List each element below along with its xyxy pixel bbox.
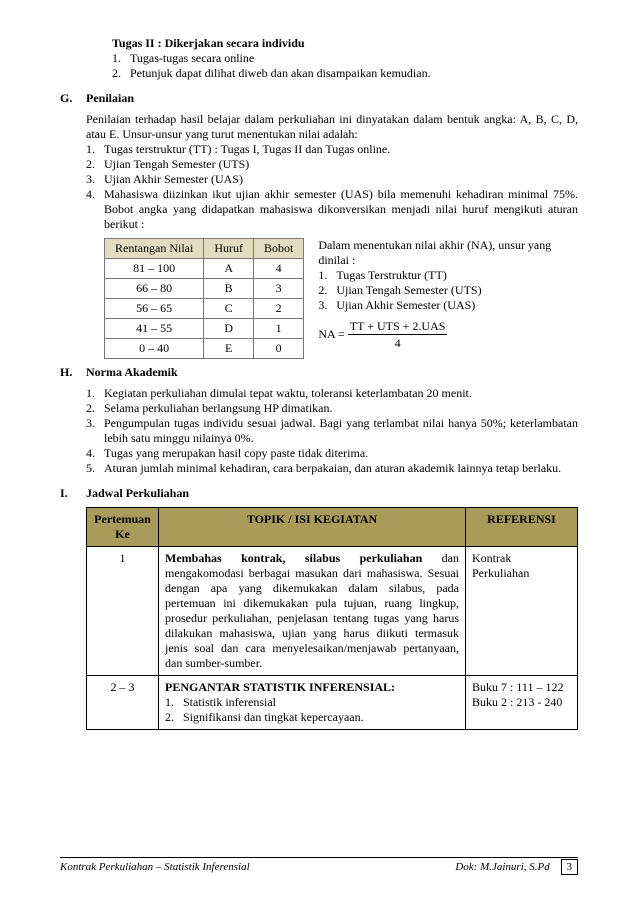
fraction-numerator: TT + UTS + 2.UAS: [348, 319, 448, 335]
section-letter: H.: [60, 365, 86, 380]
section-G-body: Penilaian terhadap hasil belajar dalam p…: [86, 112, 578, 359]
list-item: 1.Tugas Terstruktur (TT): [318, 268, 578, 283]
table-row: Pertemuan Ke TOPIK / ISI KEGIATAN REFERE…: [87, 508, 578, 547]
col-header: TOPIK / ISI KEGIATAN: [159, 508, 466, 547]
list-item: 2.Petunjuk dapat dilihat diweb dan akan …: [112, 66, 578, 81]
section-I: I. Jadwal Perkuliahan: [60, 486, 578, 501]
fraction: TT + UTS + 2.UAS 4: [348, 319, 448, 351]
cell-topic: PENGANTAR STATISTIK INFERENSIAL: 1.Stati…: [159, 676, 466, 730]
col-header: REFERENSI: [466, 508, 578, 547]
section-H-body: 1.Kegiatan perkuliahan dimulai tepat wak…: [86, 386, 578, 476]
list-item: 3.Ujian Akhir Semester (UAS): [318, 298, 578, 313]
table-row: 56 – 65C2: [105, 299, 304, 319]
list-item: 1.Tugas terstruktur (TT) : Tugas I, Tuga…: [86, 142, 578, 157]
table-row: 81 – 100A4: [105, 259, 304, 279]
table-row: 0 – 40E0: [105, 339, 304, 359]
grade-table: Rentangan Nilai Huruf Bobot 81 – 100A4 6…: [104, 238, 304, 359]
list-item: 1.Kegiatan perkuliahan dimulai tepat wak…: [86, 386, 578, 401]
cell-ref: Kontrak Perkuliahan: [466, 547, 578, 676]
list-item: 4.Tugas yang merupakan hasil copy paste …: [86, 446, 578, 461]
table-row: 2 – 3 PENGANTAR STATISTIK INFERENSIAL: 1…: [87, 676, 578, 730]
page-number: 3: [561, 859, 579, 875]
list-item: 3.Pengumpulan tugas individu sesuai jadw…: [86, 416, 578, 446]
section-letter: G.: [60, 91, 86, 106]
section-H: H. Norma Akademik: [60, 365, 578, 380]
col-header: Bobot: [253, 239, 303, 259]
list-item: 2.Selama perkuliahan berlangsung HP dima…: [86, 401, 578, 416]
schedule-table: Pertemuan Ke TOPIK / ISI KEGIATAN REFERE…: [86, 507, 578, 730]
section-title: Penilaian: [86, 91, 134, 106]
section-I-body: Pertemuan Ke TOPIK / ISI KEGIATAN REFERE…: [86, 507, 578, 730]
fraction-denominator: 4: [348, 335, 448, 351]
grade-and-formula: Rentangan Nilai Huruf Bobot 81 – 100A4 6…: [86, 238, 578, 359]
document-page: Tugas II : Dikerjakan secara individu 1.…: [0, 0, 638, 788]
table-row: Rentangan Nilai Huruf Bobot: [105, 239, 304, 259]
table-row: 1 Membahas kontrak, silabus perkuliahan …: [87, 547, 578, 676]
NA-formula: NA = TT + UTS + 2.UAS 4: [318, 319, 578, 351]
cell-topic: Membahas kontrak, silabus perkuliahan da…: [159, 547, 466, 676]
footer-left: Kontrak Perkuliahan – Statistik Inferens…: [60, 861, 250, 875]
col-header: Pertemuan Ke: [87, 508, 159, 547]
section-G: G. Penilaian: [60, 91, 578, 106]
list-item: 1.Tugas-tugas secara online: [112, 51, 578, 66]
G-intro: Penilaian terhadap hasil belajar dalam p…: [86, 112, 578, 142]
section-title: Jadwal Perkuliahan: [86, 486, 189, 501]
NA-block: Dalam menentukan nilai akhir (NA), unsur…: [318, 238, 578, 359]
list-item: 5.Aturan jumlah minimal kehadiran, cara …: [86, 461, 578, 476]
page-footer: Kontrak Perkuliahan – Statistik Inferens…: [60, 857, 578, 875]
section-title: Norma Akademik: [86, 365, 178, 380]
footer-right: Dok: M.Jainuri, S.Pd 3: [455, 861, 578, 875]
tugas2-block: Tugas II : Dikerjakan secara individu 1.…: [112, 36, 578, 81]
tugas2-title: Tugas II : Dikerjakan secara individu: [112, 36, 578, 51]
col-header: Rentangan Nilai: [105, 239, 204, 259]
col-header: Huruf: [204, 239, 254, 259]
NA-lead: Dalam menentukan nilai akhir (NA), unsur…: [318, 238, 578, 268]
list-item: 2.Ujian Tengah Semester (UTS): [318, 283, 578, 298]
table-row: 66 – 80B3: [105, 279, 304, 299]
section-letter: I.: [60, 486, 86, 501]
cell-meet: 2 – 3: [87, 676, 159, 730]
list-item: 3.Ujian Akhir Semester (UAS): [86, 172, 578, 187]
cell-meet: 1: [87, 547, 159, 676]
table-row: 41 – 55D1: [105, 319, 304, 339]
formula-prefix: NA =: [318, 327, 344, 341]
cell-ref: Buku 7 : 111 – 122 Buku 2 : 213 - 240: [466, 676, 578, 730]
list-item: 4.Mahasiswa diizinkan ikut ujian akhir s…: [86, 187, 578, 232]
list-item: 2.Ujian Tengah Semester (UTS): [86, 157, 578, 172]
